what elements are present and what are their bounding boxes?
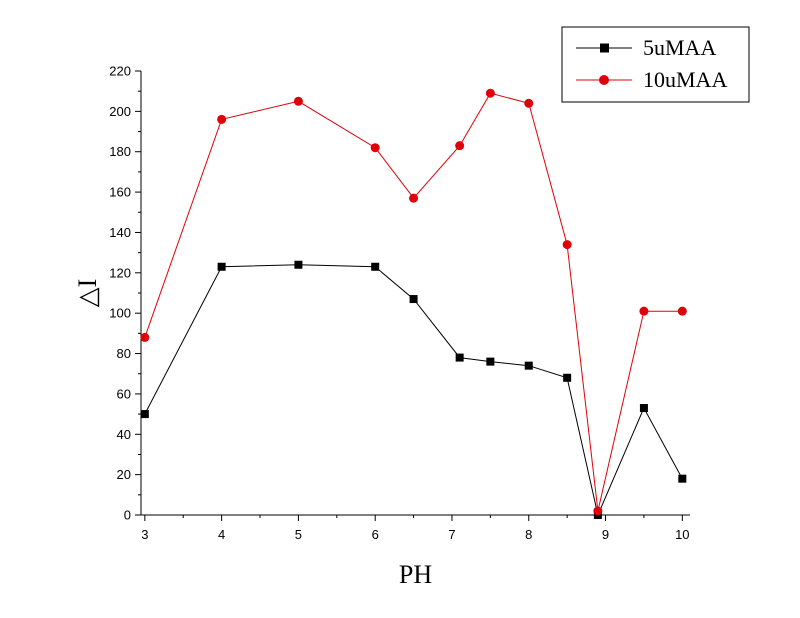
data-point-10umaa [677,306,687,316]
y-tick-label: 180 [109,144,131,159]
data-point-5umaa [140,410,149,419]
series-10umaa [140,88,687,516]
y-tick-label: 40 [117,427,131,442]
legend-marker-10umaa [599,75,609,85]
data-point-5umaa [524,361,533,370]
y-tick-label: 140 [109,225,131,240]
data-point-10umaa [593,506,603,516]
legend-box [561,26,750,103]
x-tick-label: 9 [602,527,609,542]
data-point-10umaa [562,240,572,250]
series-line-5umaa [144,264,683,517]
y-tick-label: 0 [124,508,131,523]
data-point-10umaa [217,114,227,124]
series-5umaa [140,260,687,519]
data-point-10umaa [485,88,495,98]
data-point-5umaa [294,260,303,269]
series-line-10umaa [144,92,683,512]
y-tick-label: 60 [117,386,131,401]
y-axis-title: △I [73,279,102,308]
axes: 0 20 40 60 80 100 120 140 160 180 200 220 3 4 5 6 7 8 9 10 [109,64,690,542]
x-tick-label: 8 [525,527,532,542]
y-tick-label: 100 [109,306,131,321]
data-point-5umaa [409,295,418,304]
legend-label-5umaa: 5uMAA [643,35,716,60]
data-point-10umaa [639,306,649,316]
y-tick-label: 220 [109,64,131,79]
data-point-5umaa [486,357,495,366]
data-point-5umaa [217,262,226,271]
y-tick-label: 160 [109,185,131,200]
y-tick-label: 200 [109,104,131,119]
data-point-5umaa [371,262,380,271]
y-tick-label: 80 [117,346,131,361]
y-tick-label: 120 [109,265,131,280]
data-point-10umaa [370,143,380,153]
x-tick-label: 6 [372,527,379,542]
x-axis-title: PH [399,560,432,589]
data-point-10umaa [455,141,465,151]
data-point-5umaa [639,404,648,413]
legend: 5uMAA 10uMAA [561,26,750,103]
legend-label-10umaa: 10uMAA [643,67,727,92]
data-point-5umaa [563,373,572,382]
x-tick-label: 10 [675,527,689,542]
x-tick-label: 7 [448,527,455,542]
data-point-10umaa [524,98,534,108]
data-point-10umaa [409,193,419,203]
data-point-5umaa [678,474,687,483]
x-tick-label: 5 [295,527,302,542]
data-point-10umaa [140,332,150,342]
series-layer [140,88,687,519]
y-tick-label: 20 [117,467,131,482]
x-tick-label: 3 [141,527,148,542]
legend-marker-5umaa [600,43,609,53]
data-point-5umaa [455,353,464,362]
data-point-10umaa [293,96,303,106]
x-tick-label: 4 [218,527,225,542]
